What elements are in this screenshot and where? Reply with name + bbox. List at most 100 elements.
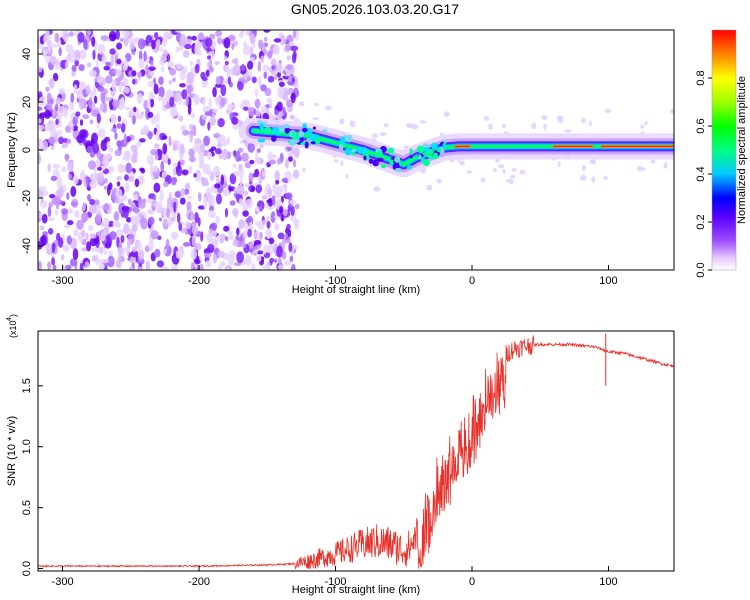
spectrogram-cell-886 xyxy=(263,244,267,255)
spectrogram-cell-928 xyxy=(79,262,84,270)
spectrogram-cell-414 xyxy=(81,247,88,252)
spectrogram-cell-755 xyxy=(266,229,272,239)
spectrogram-cell-865 xyxy=(181,169,189,176)
snr-panel: -300 -200 -100 0 100 0.0 0.5 1.0 1.5 Height of … xyxy=(6,314,675,596)
spectrogram-cell-391 xyxy=(138,50,143,61)
spectrogram-cell-1154 xyxy=(104,177,108,184)
snr-x-tick-2: -100 xyxy=(325,576,347,588)
spectrogram-cell-1123 xyxy=(129,42,135,51)
snr-marks xyxy=(38,333,674,570)
spectrogram-cell-13 xyxy=(107,165,115,174)
spectrogram-cell-1381 xyxy=(104,96,112,102)
spectrogram-cell-1391 xyxy=(253,240,262,245)
spectrogram-cell-1259 xyxy=(38,260,42,270)
spectrogram-cell-1050 xyxy=(258,39,263,50)
spectrogram-cell-1021 xyxy=(181,89,188,100)
spectrogram-cell-1476 xyxy=(639,167,646,171)
spectrogram-cell-1314 xyxy=(162,49,168,58)
spectrogram-cell-403 xyxy=(66,208,74,214)
spectrogram-cell-1473 xyxy=(379,132,387,136)
spectrogram-cell-1067 xyxy=(38,118,42,124)
spectrogram-cell-1544 xyxy=(389,161,394,166)
spectrogram-cell-420 xyxy=(138,58,145,69)
spectrogram-cell-476 xyxy=(87,62,92,68)
spectrogram-cell-1370 xyxy=(71,198,79,208)
spectrogram-cell-534 xyxy=(78,82,84,91)
spectrogram-cell-813 xyxy=(272,44,280,56)
spectrogram-cell-639 xyxy=(161,152,167,163)
spectrogram-cell-1052 xyxy=(246,76,251,82)
spectrogram-cell-1371 xyxy=(131,70,137,77)
spectrogram-cell-821 xyxy=(179,33,187,46)
spectrogram-cell-901 xyxy=(134,178,140,188)
spectrogram-cell-918 xyxy=(100,230,106,242)
spectrogram-cell-1562 xyxy=(368,158,374,164)
spectrogram-cell-1029 xyxy=(79,119,84,126)
spectrogram-cell-1245 xyxy=(155,129,160,142)
spectrogram-cell-1293 xyxy=(147,131,153,140)
spectrogram-cell-1070 xyxy=(233,57,239,65)
spectrogram-cell-1261 xyxy=(100,91,106,103)
spectrogram-cell-558 xyxy=(209,33,216,40)
spectrogram-cell-257 xyxy=(290,205,295,216)
spectrogram-cell-358 xyxy=(87,194,91,202)
spectrogram-cell-469 xyxy=(242,210,249,217)
spectrogram-cell-1498 xyxy=(581,165,586,171)
spectrogram-cell-969 xyxy=(139,138,146,143)
spectrogram-cell-1208 xyxy=(125,181,130,193)
spectrogram-cell-1097 xyxy=(168,135,172,147)
spectrogram-cell-657 xyxy=(47,163,51,173)
spectrogram-cell-1084 xyxy=(245,218,252,223)
spectrogram-cell-1252 xyxy=(83,137,87,146)
spectrogram-cell-1233 xyxy=(41,46,49,56)
spectrogram-cell-1329 xyxy=(181,124,187,131)
spectrogram-cell-869 xyxy=(38,152,41,164)
spectrogram-cell-959 xyxy=(283,95,289,101)
spectrogram-cell-1395 xyxy=(260,84,267,92)
spectrogram-cell-911 xyxy=(38,66,43,73)
spectrogram-cell-1506 xyxy=(459,160,466,166)
spectrogram-cell-942 xyxy=(114,132,118,140)
spectrogram-cell-62 xyxy=(48,228,54,235)
spectrogram-cell-510 xyxy=(154,32,159,39)
spectrogram-cell-894 xyxy=(146,198,154,204)
spectrogram-cell-1376 xyxy=(253,230,260,239)
spectrogram-cell-1206 xyxy=(282,208,288,217)
spectrogram-cell-1460 xyxy=(603,175,608,180)
spectrogram-y-tick-2: 0 xyxy=(21,147,33,153)
spectrogram-cell-530 xyxy=(276,245,284,258)
spectrogram-cell-184 xyxy=(267,188,272,198)
spectrogram-cell-1019 xyxy=(209,205,215,212)
spectrogram-cell-965 xyxy=(46,92,52,102)
spectrogram-cell-1107 xyxy=(86,175,90,188)
spectrogram-cell-1390 xyxy=(172,143,178,152)
spectrogram-cell-1205 xyxy=(43,34,51,44)
spectrogram-cell-1341 xyxy=(125,162,132,174)
snr-scale-exp: 4 xyxy=(6,317,13,321)
spectrogram-cell-1295 xyxy=(254,98,261,109)
spectrogram-cell-1334 xyxy=(96,172,105,183)
spectrogram-cell-1210 xyxy=(220,139,228,147)
snr-scale-label: (x10 4 ) xyxy=(6,314,18,338)
spectrogram-cell-1046 xyxy=(65,44,74,53)
spectrogram-cell-1043 xyxy=(56,129,63,136)
spectrogram-cell-940 xyxy=(164,104,172,109)
spectrogram-cell-572 xyxy=(58,88,66,95)
spectrogram-cell-305 xyxy=(115,30,120,40)
spectrogram-cell-1274 xyxy=(89,233,97,239)
spectrogram-cell-564 xyxy=(241,79,248,84)
snr-y-ticks: 0.0 0.5 1.0 1.5 xyxy=(21,378,43,576)
spectrogram-cell-1504 xyxy=(383,123,389,128)
spectrogram-cell-156 xyxy=(159,217,162,222)
spectrogram-cell-592 xyxy=(105,75,113,84)
spectrogram-cell-698 xyxy=(97,43,106,55)
spectrogram-cell-773 xyxy=(70,123,74,134)
spectrogram-cell-1368 xyxy=(201,76,208,82)
spectrogram-cell-932 xyxy=(111,79,117,92)
spectrogram-cell-424 xyxy=(215,83,222,88)
spectrogram-cell-1181 xyxy=(188,86,192,98)
spectrogram-cell-1346 xyxy=(192,144,200,152)
spectrogram-cell-1024 xyxy=(232,163,237,168)
snr-y-tick-3: 1.5 xyxy=(21,378,33,393)
